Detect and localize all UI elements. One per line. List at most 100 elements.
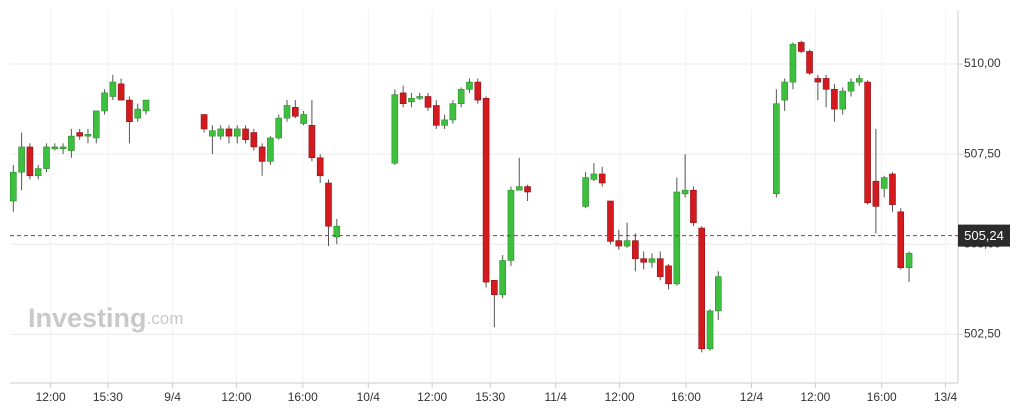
candle-body xyxy=(582,177,589,207)
candle-body xyxy=(822,78,830,90)
candle-body xyxy=(640,258,647,263)
candle-body xyxy=(424,96,432,108)
candle-body xyxy=(598,173,606,184)
candle-body xyxy=(433,105,440,126)
x-tick-label: 12:00 xyxy=(36,390,66,404)
candle-body xyxy=(831,88,838,110)
x-tick-label: 12:00 xyxy=(221,390,251,404)
candle-body xyxy=(715,276,722,312)
candle-body xyxy=(524,186,531,193)
candle-body xyxy=(872,180,880,207)
candle-body xyxy=(814,78,822,83)
x-tick-label: 12:00 xyxy=(800,390,830,404)
candle-body xyxy=(797,42,805,52)
candle-body xyxy=(773,103,780,195)
candle-body xyxy=(292,107,299,117)
candles xyxy=(10,40,913,353)
candle-body xyxy=(681,189,689,195)
x-tick-label: 13/4 xyxy=(934,390,958,404)
candle-body xyxy=(200,114,208,130)
candle-body xyxy=(267,137,274,162)
candle-body xyxy=(706,310,714,350)
candle-body xyxy=(665,265,672,285)
candle-body xyxy=(399,92,407,105)
candle-body xyxy=(325,182,332,227)
x-tick-label: 9/4 xyxy=(164,390,181,404)
x-tick-label: 15:30 xyxy=(475,390,505,404)
candle-body xyxy=(258,146,266,162)
candle-body xyxy=(880,177,888,189)
x-tick-label: 11/4 xyxy=(545,390,568,404)
x-tick-label: 16:00 xyxy=(671,390,701,404)
last-price-label: 505,24 xyxy=(964,228,1004,243)
brand-logo: Investing.com xyxy=(28,303,183,333)
candle-body xyxy=(68,135,75,151)
candle-body xyxy=(856,78,863,83)
candle-body xyxy=(905,252,913,268)
candle-body xyxy=(225,128,233,137)
candle-body xyxy=(648,258,656,263)
grid: 502,50505,00507,50510,0012:0015:309/412:… xyxy=(10,10,1001,404)
candle-body xyxy=(76,132,83,137)
candle-body xyxy=(623,240,631,247)
candle-body xyxy=(34,168,42,177)
y-tick-label: 507,50 xyxy=(964,146,1001,160)
candle-body xyxy=(441,119,448,126)
candle-body xyxy=(889,173,896,205)
candle-body xyxy=(632,240,639,259)
candle-body xyxy=(449,103,457,121)
candle-body xyxy=(242,128,249,141)
candle-body xyxy=(18,146,25,173)
candle-body xyxy=(316,157,324,177)
candle-body xyxy=(10,171,17,202)
candle-body xyxy=(673,191,681,285)
candle-body xyxy=(864,81,871,204)
brand-suffix: .com xyxy=(147,309,184,328)
candle-body xyxy=(233,128,241,137)
overlay: 505,24 xyxy=(10,224,1010,247)
candle-body xyxy=(142,99,150,112)
candle-body xyxy=(43,146,50,169)
candle-body xyxy=(847,81,855,92)
candle-body xyxy=(416,96,424,99)
candle-body xyxy=(466,81,473,90)
candle-body xyxy=(789,43,797,83)
candle-body xyxy=(300,114,307,124)
candle-body xyxy=(391,94,399,164)
candle-body xyxy=(474,81,482,101)
candle-body xyxy=(482,97,490,283)
candle-body xyxy=(607,200,614,242)
candle-body xyxy=(656,258,664,277)
x-tick-label: 10/4 xyxy=(357,390,381,404)
candle-body xyxy=(806,51,813,74)
candle-body xyxy=(109,81,117,97)
candle-body xyxy=(897,211,905,268)
y-tick-label: 510,00 xyxy=(964,56,1001,70)
candle-body xyxy=(26,146,34,177)
candle-body xyxy=(250,132,258,148)
candle-body xyxy=(209,130,216,137)
x-tick-label: 15:30 xyxy=(93,390,123,404)
candle-body xyxy=(491,279,498,296)
x-tick-label: 12/4 xyxy=(740,390,764,404)
candle-body xyxy=(59,146,67,150)
candle-body xyxy=(283,105,291,119)
last-price-box xyxy=(958,224,1010,247)
candle-body xyxy=(839,90,847,110)
x-tick-label: 16:00 xyxy=(867,390,897,404)
candle-body xyxy=(117,83,125,101)
y-tick-label: 502,50 xyxy=(964,327,1001,341)
candle-body xyxy=(217,128,224,137)
candle-body xyxy=(126,99,133,123)
candle-body xyxy=(457,88,465,105)
x-tick-label: 12:00 xyxy=(417,390,447,404)
candle-body xyxy=(408,97,415,103)
candle-body xyxy=(615,240,623,247)
candle-body xyxy=(134,108,142,119)
candle-body xyxy=(590,173,598,180)
candle-body xyxy=(275,117,283,139)
candle-body xyxy=(51,146,59,150)
candle-body xyxy=(84,134,92,137)
x-tick-label: 12:00 xyxy=(605,390,635,404)
candle-body xyxy=(690,189,697,223)
